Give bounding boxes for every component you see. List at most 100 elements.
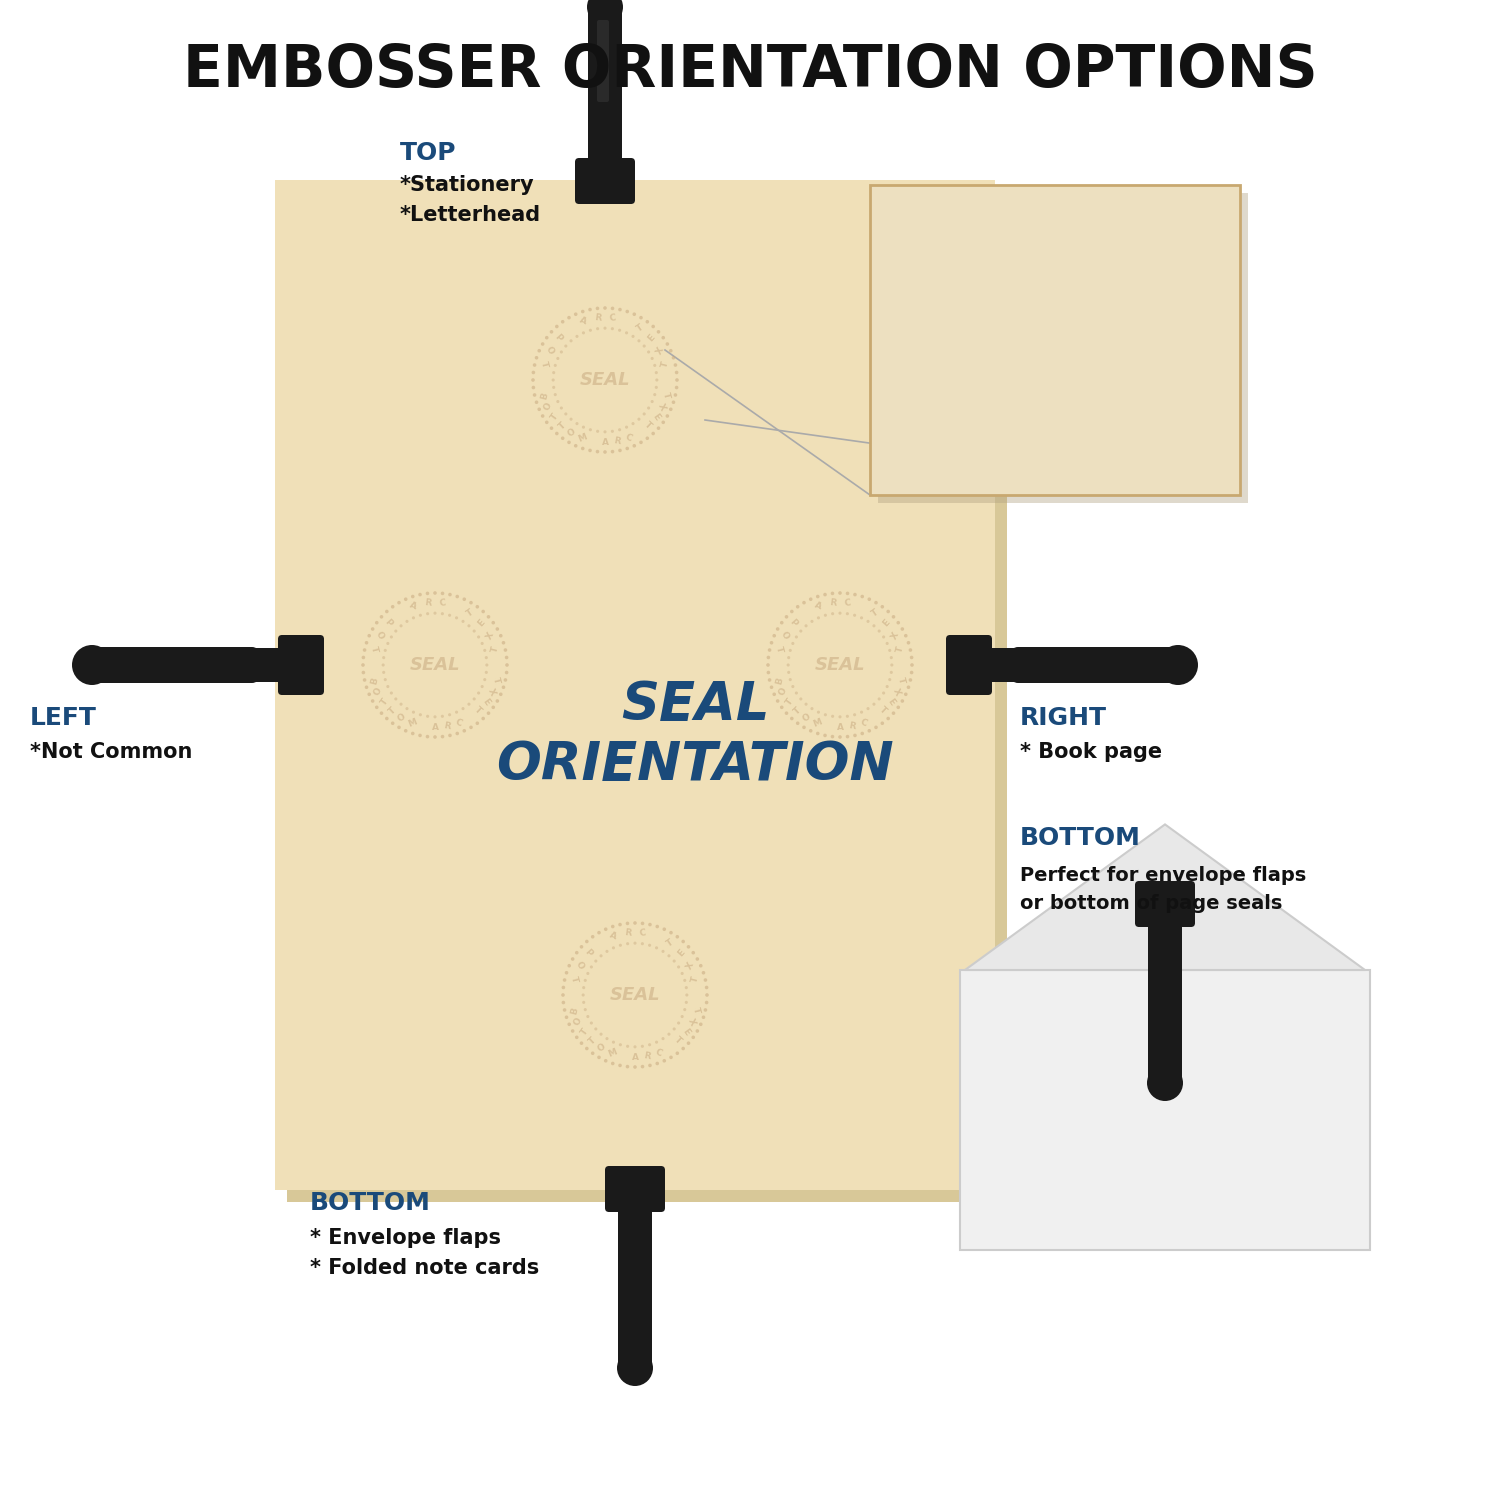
FancyBboxPatch shape [278, 634, 324, 694]
Circle shape [590, 328, 592, 332]
Circle shape [796, 722, 800, 724]
Circle shape [492, 621, 495, 624]
Circle shape [686, 1000, 688, 1004]
Circle shape [846, 716, 849, 718]
Circle shape [692, 1035, 694, 1040]
Circle shape [824, 614, 827, 616]
Circle shape [786, 663, 789, 666]
Circle shape [1206, 924, 1208, 926]
Circle shape [626, 942, 628, 945]
Circle shape [564, 413, 567, 416]
Circle shape [699, 964, 702, 968]
Circle shape [362, 656, 364, 660]
Circle shape [570, 339, 573, 342]
Text: R: R [1158, 886, 1162, 891]
Circle shape [1125, 908, 1128, 909]
Circle shape [1100, 442, 1104, 448]
Circle shape [839, 612, 842, 615]
Circle shape [600, 954, 603, 957]
Circle shape [770, 640, 774, 645]
Circle shape [651, 324, 656, 328]
Circle shape [891, 615, 896, 618]
Text: P: P [788, 618, 800, 628]
Text: T: T [1143, 308, 1161, 322]
Circle shape [686, 986, 688, 988]
Circle shape [776, 699, 780, 703]
Circle shape [1122, 928, 1125, 930]
Circle shape [441, 591, 444, 596]
Circle shape [484, 670, 488, 674]
Circle shape [574, 444, 578, 447]
Circle shape [392, 604, 394, 609]
Circle shape [651, 432, 656, 435]
Circle shape [1138, 908, 1140, 909]
Circle shape [792, 642, 795, 645]
Circle shape [1122, 382, 1126, 387]
Circle shape [890, 656, 892, 658]
Circle shape [1144, 405, 1150, 411]
Text: X: X [1194, 904, 1200, 910]
Circle shape [958, 270, 964, 276]
Circle shape [662, 1036, 664, 1040]
Circle shape [618, 922, 622, 927]
Circle shape [1160, 966, 1161, 968]
Text: E: E [646, 333, 657, 344]
Circle shape [1144, 902, 1146, 903]
Text: T: T [664, 938, 675, 950]
Circle shape [560, 406, 562, 410]
Circle shape [590, 1022, 592, 1025]
Circle shape [579, 1041, 584, 1046]
Circle shape [975, 423, 981, 429]
Circle shape [672, 1028, 675, 1030]
Circle shape [1194, 920, 1196, 921]
Circle shape [768, 648, 771, 652]
Circle shape [626, 426, 628, 429]
Circle shape [454, 616, 458, 620]
Circle shape [470, 602, 472, 604]
Circle shape [582, 993, 585, 996]
Circle shape [1076, 417, 1082, 422]
Circle shape [867, 620, 870, 622]
Circle shape [462, 597, 466, 602]
Circle shape [656, 386, 658, 388]
Circle shape [1076, 258, 1082, 262]
Circle shape [620, 1042, 622, 1047]
Circle shape [561, 1000, 566, 1005]
Text: T: T [978, 404, 996, 422]
Text: T: T [642, 420, 652, 430]
Circle shape [1100, 232, 1104, 238]
Circle shape [788, 656, 790, 658]
Text: T: T [1114, 404, 1132, 422]
Text: O: O [566, 427, 578, 439]
Text: E: E [880, 618, 892, 628]
Text: T: T [465, 608, 476, 619]
Circle shape [544, 420, 549, 424]
Circle shape [657, 426, 660, 430]
Circle shape [1204, 933, 1208, 934]
Circle shape [555, 432, 558, 435]
Circle shape [882, 636, 885, 639]
Circle shape [639, 316, 644, 320]
Circle shape [1200, 903, 1203, 904]
Text: O: O [543, 400, 554, 412]
Circle shape [610, 924, 615, 928]
Circle shape [1040, 224, 1046, 228]
Circle shape [904, 634, 908, 638]
Circle shape [500, 634, 502, 638]
Circle shape [1155, 884, 1158, 885]
Circle shape [456, 732, 459, 735]
Circle shape [472, 698, 476, 700]
Circle shape [387, 686, 390, 688]
Circle shape [1138, 940, 1140, 942]
Circle shape [784, 711, 789, 716]
Circle shape [1140, 958, 1142, 960]
Circle shape [909, 678, 912, 682]
Text: RIGHT: RIGHT [1020, 706, 1107, 730]
Circle shape [1019, 262, 1023, 267]
Circle shape [500, 693, 502, 696]
Circle shape [874, 602, 878, 604]
Circle shape [433, 716, 436, 718]
Text: T: T [490, 645, 501, 654]
Circle shape [824, 712, 827, 717]
Circle shape [681, 1047, 686, 1050]
